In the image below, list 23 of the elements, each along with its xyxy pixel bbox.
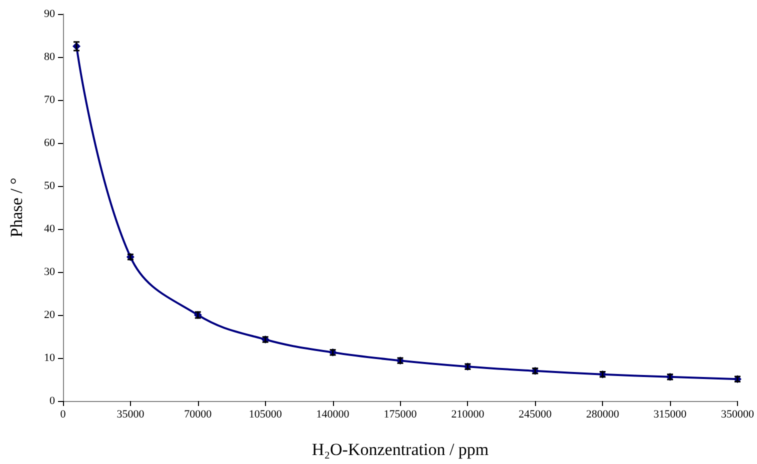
x-tick-label: 35000 — [116, 408, 145, 420]
y-axis-title: Phase / ° — [7, 178, 26, 238]
x-tick-label: 0 — [60, 408, 66, 420]
y-tick-label: 40 — [44, 223, 56, 235]
y-tick-label: 30 — [44, 266, 56, 278]
x-tick-label: 315000 — [654, 408, 688, 420]
y-tick-label: 0 — [50, 395, 56, 407]
x-tick-label: 350000 — [721, 408, 754, 420]
x-tick-label: 210000 — [451, 408, 485, 420]
x-tick-label: 175000 — [384, 408, 418, 420]
x-axis-title: H₂O-Konzentration / ppm — [312, 440, 489, 459]
y-tick-label: 60 — [44, 137, 56, 149]
x-tick-label: 245000 — [518, 408, 552, 420]
y-tick-label: 90 — [44, 8, 56, 20]
y-tick-label: 50 — [44, 180, 56, 192]
y-tick-label: 80 — [44, 51, 56, 63]
y-tick-label: 70 — [44, 94, 56, 106]
y-tick-label: 20 — [44, 309, 56, 321]
x-tick-label: 70000 — [184, 408, 212, 420]
x-tick-label: 280000 — [586, 408, 620, 420]
x-tick-label: 105000 — [248, 408, 282, 420]
x-tick-label: 140000 — [316, 408, 350, 420]
y-tick-label: 10 — [44, 352, 56, 364]
